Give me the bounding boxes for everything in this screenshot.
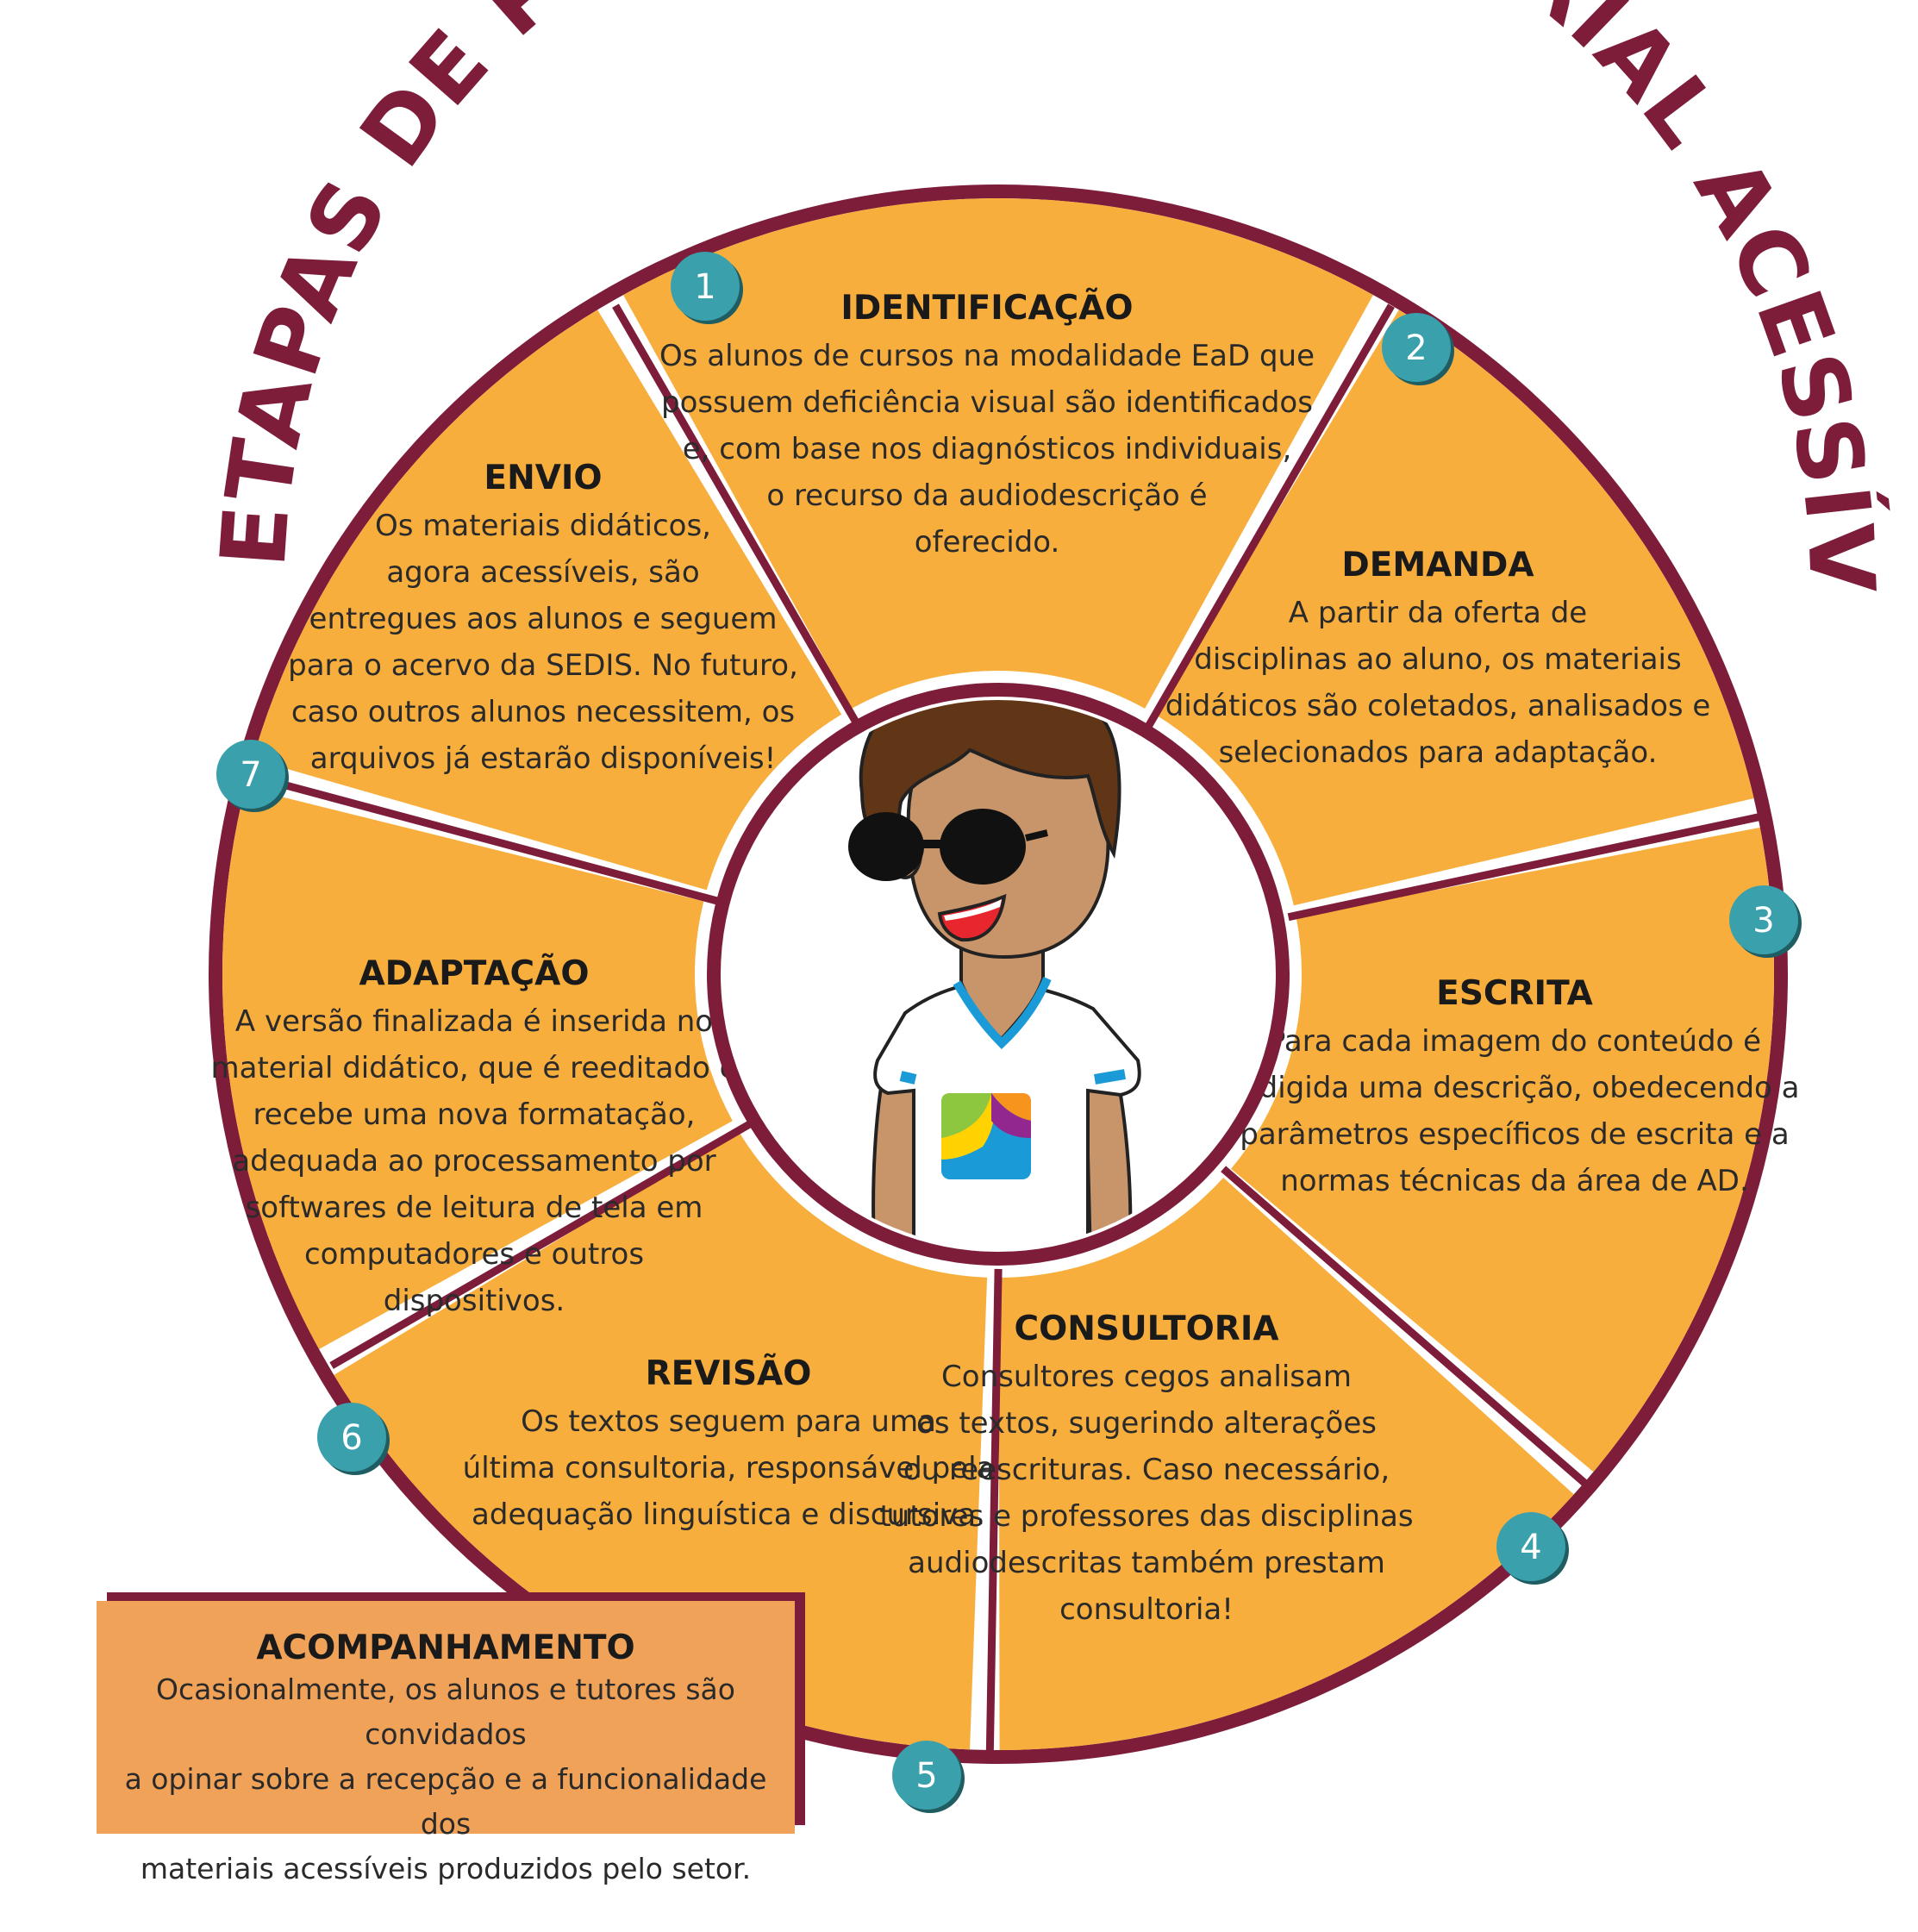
- step-text-line: A partir da oferta de: [1289, 596, 1587, 630]
- step-number: 2: [1405, 328, 1427, 368]
- step-title: ENVIO: [484, 459, 602, 497]
- step-text-line: os textos, sugerindo alterações: [916, 1406, 1377, 1441]
- step-text-line: didáticos são coletados, analisados e: [1165, 689, 1711, 723]
- segment-divider: [612, 303, 861, 728]
- segment-divider: [253, 772, 723, 906]
- step-title: ADAPTAÇÃO: [359, 953, 589, 993]
- sleeve-trim: [899, 1069, 1127, 1085]
- followup-box: ACOMPANHAMENTO Ocasionalmente, os alunos…: [97, 1601, 795, 1885]
- step-text-line: adequação linguística e discursiva.: [472, 1497, 985, 1532]
- step-number: 7: [240, 755, 261, 795]
- step-text-line: última consultoria, responsável pela: [463, 1451, 995, 1485]
- step-text-line: parâmetros específicos de escrita e a: [1240, 1117, 1789, 1152]
- wheel-segments: IDENTIFICAÇÃO Os alunos de cursos na moda…: [210, 198, 1800, 1754]
- step-text-line: Os textos seguem para uma: [521, 1404, 936, 1439]
- step-badges: 1 2 3 4 5 6 7: [216, 252, 1802, 1813]
- step-text-line: Os materiais didáticos,: [375, 509, 711, 543]
- numbered-circle-icon: [892, 1741, 961, 1810]
- wheel-segment: [334, 1130, 988, 1750]
- segment-divider: [1287, 812, 1764, 922]
- step-text-line: softwares de leitura de tela em: [246, 1191, 703, 1225]
- step-text-line: para o acervo da SEDIS. No futuro,: [288, 648, 798, 683]
- followup-line: materiais acessíveis produzidos pelo set…: [140, 1852, 752, 1885]
- numbered-circle-icon: [671, 252, 740, 321]
- step-text-line: caso outros alunos necessitem, os: [291, 695, 795, 729]
- step-text-line: consultoria!: [1059, 1592, 1234, 1627]
- segment-divider: [1221, 1166, 1592, 1490]
- step-text-line: audiodescritas também prestam: [908, 1546, 1385, 1580]
- step-text-line: ou reescrituras. Caso necessário,: [903, 1453, 1390, 1487]
- step-text-line: disciplinas ao aluno, os materiais: [1194, 642, 1681, 677]
- step-text-line: Consultores cegos analisam: [941, 1360, 1352, 1394]
- step-text-line: oferecido.: [915, 525, 1060, 560]
- segment-divider: [985, 1268, 1003, 1754]
- step-number: 5: [915, 1756, 937, 1796]
- step-text-line: computadores e outros: [304, 1237, 644, 1272]
- student-illustration: [848, 700, 1141, 1248]
- step-number: 4: [1520, 1528, 1541, 1567]
- numbered-circle-icon: [1729, 885, 1798, 954]
- step-text-line: tutores e professores das disciplinas: [879, 1499, 1413, 1534]
- step-text-line: A versão finalizada é inserida no: [235, 1004, 713, 1039]
- shirt-logo: [941, 1093, 1031, 1179]
- segment-divider: [329, 1120, 753, 1369]
- wheel-segment: [1154, 309, 1754, 906]
- followup-line: a opinar sobre a recepção e a funcionali…: [124, 1762, 767, 1841]
- step-text-line: selecionados para adaptação.: [1219, 735, 1658, 770]
- wheel-segment: [1231, 827, 1774, 1472]
- step-number: 6: [340, 1418, 362, 1458]
- wheel-segment: [253, 309, 842, 891]
- step-title: IDENTIFICAÇÃO: [840, 287, 1133, 328]
- step-title: REVISÃO: [646, 1353, 812, 1393]
- step-number: 3: [1752, 901, 1774, 941]
- step-text-line: adequada ao processamento por: [232, 1144, 715, 1179]
- numbered-circle-icon: [1382, 313, 1451, 382]
- step-text-line: recebe uma nova formatação,: [253, 1097, 696, 1132]
- step-text-line: Os alunos de cursos na modalidade EaD qu…: [659, 339, 1315, 373]
- step-text-line: o recurso da audiodescrição é: [766, 478, 1207, 513]
- step-text-line: agora acessíveis, são: [386, 555, 699, 590]
- step-text-line: e, com base nos diagnósticos individuais…: [683, 432, 1292, 466]
- numbered-circle-icon: [317, 1403, 386, 1472]
- sunglasses-icon: [848, 809, 1048, 885]
- step-text-line: entregues aos alunos e seguem: [309, 602, 778, 636]
- step-text-line: arquivos já estarão disponíveis!: [310, 741, 777, 776]
- step-text-line: normas técnicas da área de AD.: [1280, 1164, 1749, 1198]
- numbered-circle-icon: [216, 740, 285, 809]
- step-text-line: Para cada imagem do conteúdo é: [1268, 1024, 1761, 1059]
- segment-divider: [1146, 303, 1395, 728]
- step-text-line: dispositivos.: [384, 1284, 565, 1318]
- wheel-segment: [998, 1177, 1574, 1750]
- followup-title: ACOMPANHAMENTO: [256, 1629, 635, 1667]
- step-text-line: possuem deficiência visual são identific…: [661, 385, 1313, 420]
- numbered-circle-icon: [1496, 1512, 1565, 1581]
- wheel-segment: [222, 787, 733, 1349]
- teeth: [944, 899, 1002, 921]
- step-title: ESCRITA: [1436, 974, 1593, 1013]
- wheel-segment: [623, 198, 1373, 709]
- step-text-line: material didático, que é reeditado e: [210, 1051, 737, 1085]
- followup-line: Ocasionalmente, os alunos e tutores são …: [156, 1673, 735, 1751]
- step-title: CONSULTORIA: [1014, 1310, 1278, 1348]
- collar-trim: [953, 977, 1052, 1049]
- step-number: 1: [694, 267, 715, 307]
- step-title: DEMANDA: [1341, 546, 1534, 585]
- step-text-line: redigida uma descrição, obedecendo a: [1229, 1071, 1799, 1105]
